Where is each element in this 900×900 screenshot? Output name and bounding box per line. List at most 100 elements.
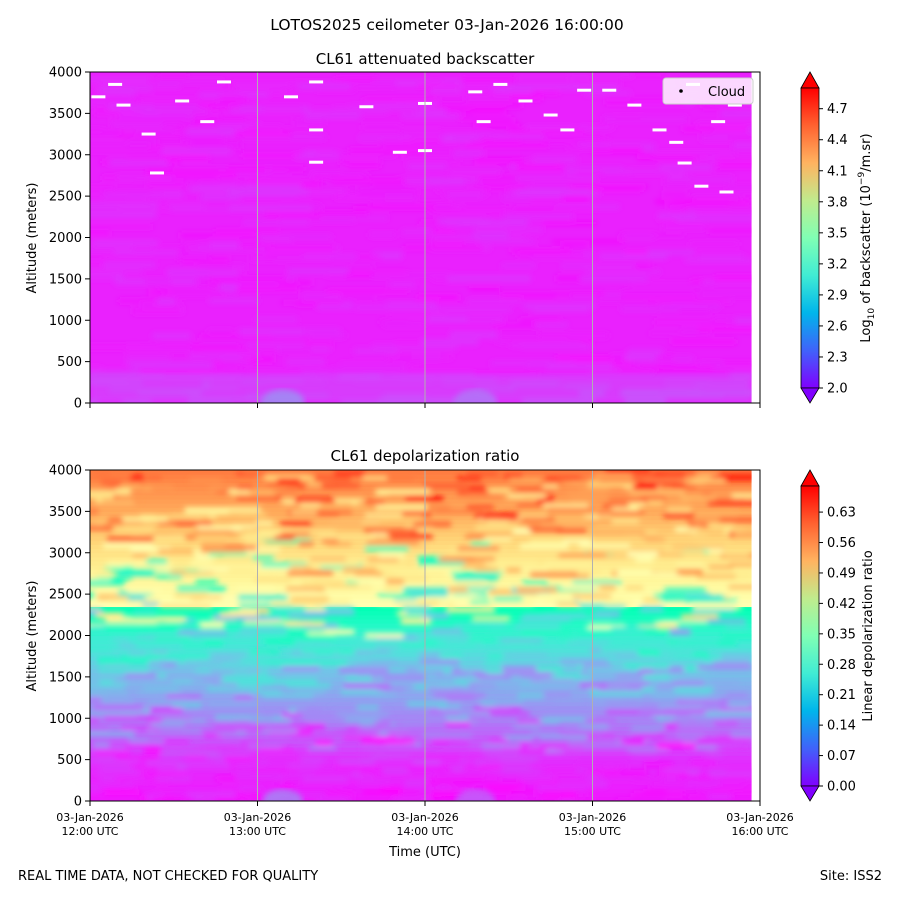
field-cell (183, 242, 210, 247)
field-cell (149, 707, 183, 714)
field-cell (90, 580, 125, 586)
field-cell (612, 506, 639, 511)
field-cell (493, 596, 523, 602)
field-cell (128, 737, 149, 743)
field-cell (637, 482, 686, 486)
colorbar-tick: 3.5 (819, 226, 848, 241)
colorbar-tick-label: 2.9 (827, 288, 848, 303)
field-cell (428, 710, 461, 714)
field-cell (714, 775, 754, 781)
field-cell (200, 194, 241, 201)
field-cell (601, 647, 646, 652)
field-cell (95, 769, 147, 775)
field-cell (90, 508, 99, 515)
field-cell (596, 498, 648, 502)
field-cell (659, 308, 710, 314)
field-cell (341, 78, 377, 85)
field-cell (186, 791, 236, 798)
field-cell (248, 743, 282, 748)
field-cell (639, 710, 690, 716)
cloud-legend: Cloud (662, 77, 754, 105)
field-cell (455, 556, 496, 562)
field-cell (98, 667, 149, 673)
field-cell (184, 507, 229, 514)
field-cell (354, 571, 383, 576)
field-cell (516, 587, 558, 592)
field-cell (707, 228, 760, 234)
field-cell (556, 528, 587, 533)
field-cell (156, 776, 191, 781)
field-cell (691, 513, 736, 519)
field-cell (502, 734, 534, 741)
field-cell (587, 549, 633, 554)
field-cell (654, 320, 726, 325)
y-tick: 2500 (49, 190, 90, 205)
field-cell (155, 574, 183, 579)
field-cell (244, 183, 302, 190)
field-cell (465, 94, 538, 101)
field-cell (653, 151, 736, 156)
field-cell (723, 747, 752, 751)
field-cell (97, 577, 132, 581)
field-cell (289, 564, 312, 570)
field-cell (662, 222, 706, 230)
field-cell (128, 478, 146, 484)
cloud-gap (284, 95, 298, 99)
field-cell (204, 640, 224, 647)
field-cell (551, 240, 624, 244)
field-cell (318, 498, 364, 502)
field-cell (241, 134, 326, 140)
field-cell (249, 754, 299, 761)
field-cell (570, 294, 638, 298)
field-cell (467, 493, 504, 498)
field-cell (195, 527, 235, 534)
field-cell (530, 571, 578, 578)
field-cell (488, 766, 531, 772)
field-cell (228, 609, 258, 613)
field-cell (201, 546, 246, 553)
field-cell (538, 332, 609, 339)
field-cell (234, 130, 291, 138)
field-cell (400, 720, 428, 725)
field-cell (465, 534, 485, 539)
field-cell (704, 722, 738, 726)
legend-box (662, 77, 754, 105)
field-band (90, 527, 752, 533)
field-cell (176, 253, 210, 261)
field-cell (371, 531, 388, 537)
field-cell (698, 326, 760, 332)
field-cell (662, 643, 687, 649)
depolarization-colorbar: 0.00 0.07 0.14 0.21 0.28 0.35 0.42 0.49 0.56 0.63… (800, 469, 876, 802)
field-cell (340, 522, 389, 528)
field-cell (405, 668, 436, 674)
footer-disclaimer: REAL TIME DATA, NOT CHECKED FOR QUALITY (18, 869, 319, 884)
colorbar-ticks: 0.00 0.07 0.14 0.21 0.28 0.35 0.42 0.49 0.56 0.63 (819, 506, 856, 795)
field-cell (546, 362, 612, 370)
colorbar-tick: 4.7 (819, 102, 848, 117)
field-cell (136, 636, 156, 640)
field-cell (560, 731, 603, 736)
field-cell (611, 519, 639, 523)
field-cell (334, 193, 414, 200)
field-band (90, 689, 752, 694)
field-cell (90, 149, 164, 153)
field-cell (433, 509, 484, 514)
field-cell (647, 299, 731, 304)
field-cell (287, 631, 308, 635)
field-cell (192, 117, 245, 122)
field-cell (461, 562, 499, 569)
field-cell (529, 539, 564, 544)
field-cell (394, 98, 439, 106)
field-cell (116, 133, 188, 138)
field-cell (197, 241, 240, 249)
field-cell (250, 715, 275, 722)
field-cell (97, 594, 135, 600)
field-cell (468, 530, 512, 537)
field-cell (482, 750, 519, 754)
field-cell (153, 796, 183, 801)
field-cell (663, 709, 717, 713)
field-cell (601, 682, 650, 686)
cloud-gap (91, 95, 106, 99)
field-cell (479, 764, 502, 770)
field-cell (647, 250, 695, 255)
